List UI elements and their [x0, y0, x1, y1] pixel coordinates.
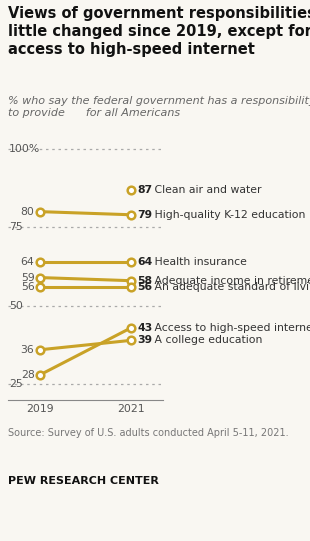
Text: An adequate standard of living: An adequate standard of living — [151, 282, 310, 292]
Text: 58: 58 — [137, 276, 153, 286]
Text: 25: 25 — [9, 379, 23, 390]
Text: Health insurance: Health insurance — [151, 257, 247, 267]
Text: 64: 64 — [137, 257, 153, 267]
Text: 50: 50 — [9, 301, 23, 311]
Text: Clean air and water: Clean air and water — [151, 184, 262, 195]
Text: High-quality K-12 education: High-quality K-12 education — [151, 210, 306, 220]
Text: 56: 56 — [21, 282, 34, 292]
Text: 43: 43 — [137, 323, 153, 333]
Text: Views of government responsibilities
little changed since 2019, except for
acces: Views of government responsibilities lit… — [8, 6, 310, 57]
Text: PEW RESEARCH CENTER: PEW RESEARCH CENTER — [8, 476, 159, 486]
Text: 87: 87 — [137, 184, 153, 195]
Text: 36: 36 — [21, 345, 34, 355]
Text: 28: 28 — [21, 370, 34, 380]
Text: 56: 56 — [137, 282, 153, 292]
Text: A college education: A college education — [151, 335, 263, 345]
Text: 39: 39 — [137, 335, 153, 345]
Text: % who say the federal government has a responsibility
to provide      for all Am: % who say the federal government has a r… — [8, 96, 310, 118]
Text: Adequate income in retirement: Adequate income in retirement — [151, 276, 310, 286]
Text: Source: Survey of U.S. adults conducted April 5-11, 2021.: Source: Survey of U.S. adults conducted … — [8, 428, 289, 438]
Text: 79: 79 — [137, 210, 153, 220]
Text: 80: 80 — [20, 207, 34, 216]
Text: 100%: 100% — [9, 144, 40, 154]
Text: Access to high-speed internet: Access to high-speed internet — [151, 323, 310, 333]
Text: 75: 75 — [9, 222, 23, 232]
Text: 64: 64 — [21, 257, 34, 267]
Text: 59: 59 — [21, 273, 34, 282]
